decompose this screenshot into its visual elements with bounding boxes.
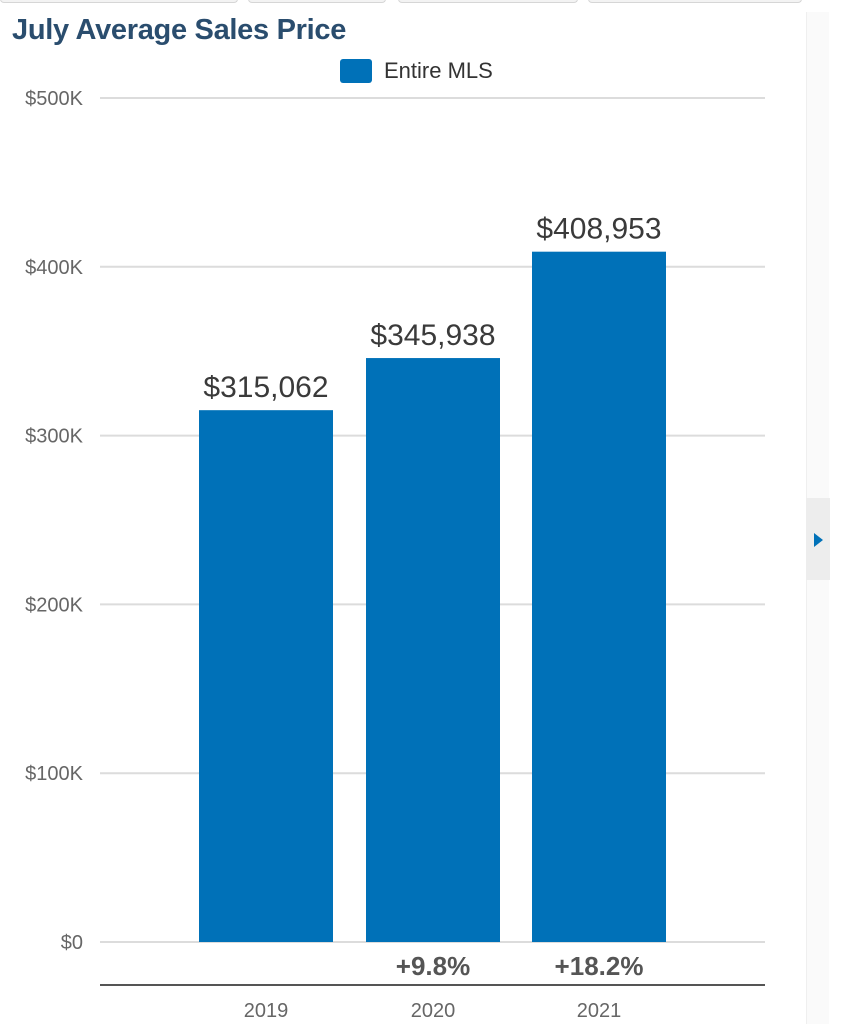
legend-swatch — [340, 59, 372, 83]
y-axis-tick-labels: $0 $100K $200K $300K $400K $500K — [25, 88, 83, 954]
x-tick-label: 2019 — [244, 1000, 289, 1022]
y-tick-label: $500K — [25, 88, 83, 110]
chevron-right-icon — [814, 533, 823, 547]
change-label: +18.2% — [555, 951, 644, 981]
y-tick-label: $0 — [61, 932, 83, 954]
y-tick-label: $400K — [25, 257, 83, 279]
y-tick-label: $200K — [25, 594, 83, 616]
bar — [199, 410, 333, 942]
bar — [366, 358, 500, 943]
x-tick-label: 2021 — [577, 1000, 622, 1022]
chart-title: July Average Sales Price — [12, 14, 347, 46]
x-tick-label: 2020 — [411, 1000, 456, 1022]
value-labels: $315,062 $345,938 $408,953 — [203, 213, 661, 404]
bar — [532, 251, 666, 943]
top-tab-strip — [0, 0, 802, 3]
change-labels: +9.8% +18.2% — [396, 951, 644, 981]
y-tick-label: $100K — [25, 763, 83, 785]
bar-value-label: $408,953 — [536, 213, 661, 246]
chart-legend[interactable]: Entire MLS — [340, 58, 493, 84]
bar-chart: $0 $100K $200K $300K $400K $500K $315,062 $345… — [25, 88, 765, 1022]
x-axis: 2019 2020 2021 — [100, 984, 765, 1022]
legend-label: Entire MLS — [384, 58, 493, 83]
bar-value-label: $345,938 — [370, 319, 495, 352]
change-label: +9.8% — [396, 951, 470, 981]
y-tick-label: $300K — [25, 426, 83, 448]
bar-value-label: $315,062 — [203, 371, 328, 404]
next-chart-button[interactable] — [806, 498, 830, 580]
bars — [199, 251, 666, 943]
